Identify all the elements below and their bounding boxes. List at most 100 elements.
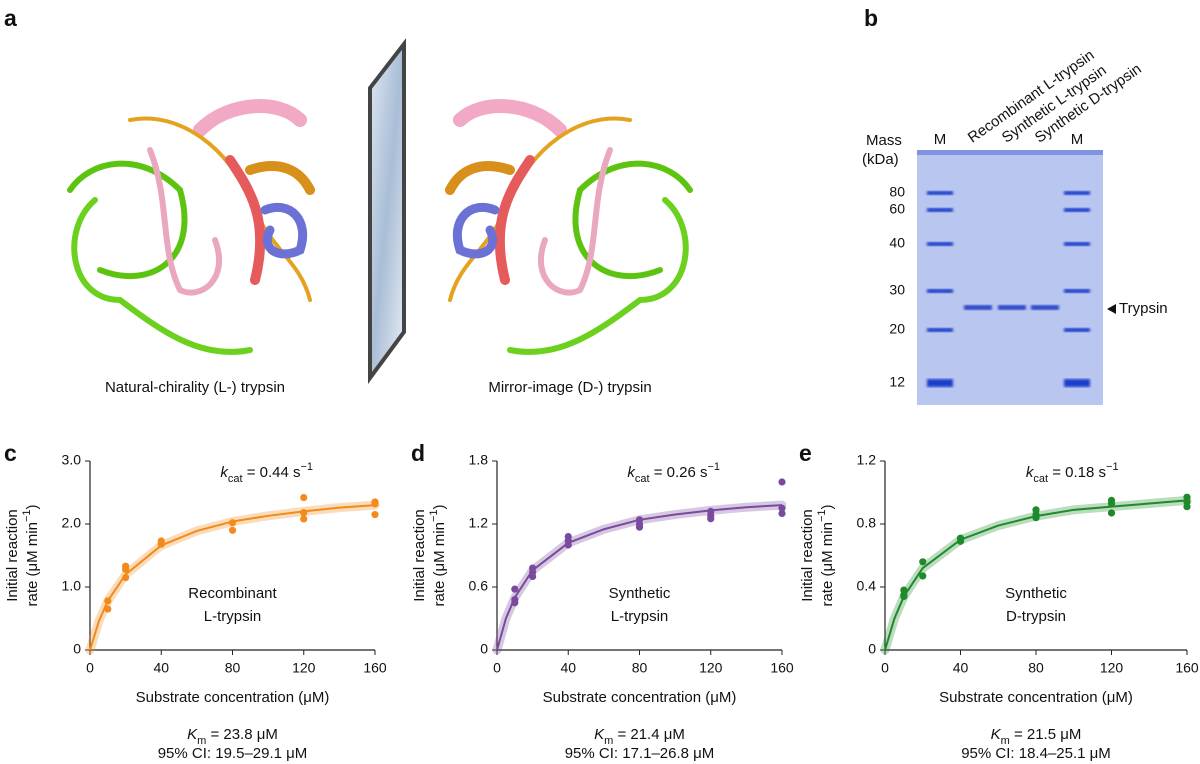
data-point — [511, 599, 519, 607]
data-point — [778, 504, 786, 512]
text-part: = 0.44 s — [243, 464, 301, 481]
sample-label: L-trypsin — [611, 608, 669, 625]
text-part: cat — [228, 473, 243, 485]
text-part: K — [991, 726, 1002, 743]
data-point — [228, 526, 237, 534]
x-tick-label: 0 — [86, 660, 94, 676]
marker-band — [1064, 328, 1090, 332]
text-part: = 0.26 s — [650, 464, 708, 481]
text-part: k — [627, 464, 636, 481]
text-part: rate (μM min — [431, 522, 448, 607]
kcat: kcat = 0.18 s−1 — [1026, 461, 1119, 485]
data-point — [529, 572, 537, 581]
x-tick-label: 120 — [1100, 660, 1124, 676]
x-tick-label: 0 — [493, 660, 501, 676]
arrow — [1107, 304, 1116, 314]
y-tick-label: 0.8 — [857, 515, 877, 531]
y-tick-label: 0.4 — [857, 578, 877, 594]
text-part: m — [1001, 735, 1010, 747]
caption: Natural-chirality (L-) trypsin — [105, 379, 285, 396]
panel-label: a — [4, 5, 17, 31]
caption: Mirror-image (D-) trypsin — [488, 379, 651, 396]
y-tick-label: 0 — [868, 641, 876, 657]
axis-title: Mass — [866, 132, 902, 149]
text-part: −1 — [301, 461, 314, 473]
data-point — [919, 558, 927, 566]
sample-label: Synthetic — [1005, 585, 1067, 602]
marker-band — [1064, 289, 1090, 293]
text-part: = 21.4 μM — [613, 726, 685, 743]
sample-label: L-trypsin — [204, 608, 262, 625]
text-part: = 0.18 s — [1048, 464, 1106, 481]
x-tick-label: 120 — [699, 660, 723, 676]
text-part: −1 — [21, 509, 33, 522]
data-point — [300, 509, 308, 517]
data-point — [300, 515, 308, 523]
marker-band — [1064, 191, 1090, 195]
data-point — [300, 493, 308, 502]
kcat: kcat = 0.44 s−1 — [220, 461, 313, 485]
marker-band — [1064, 242, 1090, 246]
km: Km = 21.4 μM — [594, 726, 685, 747]
x-tick-label: 80 — [632, 660, 648, 676]
x-axis-label: Substrate concentration (μM) — [543, 689, 737, 706]
protein-right — [445, 99, 693, 355]
text-part: ) — [819, 504, 836, 509]
data-point — [371, 510, 379, 519]
data-point — [1107, 499, 1116, 508]
y-axis-label: rate (μM min−1) — [816, 504, 836, 606]
data-point — [635, 523, 644, 531]
data-point — [919, 572, 927, 580]
text-part: cat — [635, 473, 650, 485]
band-label: Trypsin — [1119, 300, 1168, 317]
y-axis-label: Initial reaction — [799, 509, 816, 602]
data-point — [122, 573, 130, 582]
data-point — [371, 500, 379, 508]
y-axis-label: rate (μM min−1) — [21, 504, 41, 606]
axis-title: (kDa) — [862, 151, 899, 168]
km: Km = 23.8 μM — [187, 726, 278, 747]
x-tick-label: 160 — [363, 660, 387, 676]
x-tick-label: 160 — [1175, 660, 1199, 676]
trypsin-band — [998, 305, 1026, 310]
mass-label: 60 — [889, 201, 905, 217]
data-point — [104, 597, 112, 605]
panel-label: e — [799, 440, 812, 466]
ci: 95% CI: 18.4–25.1 μM — [961, 745, 1111, 762]
y-axis-label: Initial reaction — [411, 509, 428, 602]
x-axis-label: Substrate concentration (μM) — [939, 689, 1133, 706]
x-tick-label: 80 — [225, 660, 241, 676]
text-part: = 21.5 μM — [1010, 726, 1082, 743]
gel — [917, 150, 1103, 405]
data-point — [707, 515, 715, 523]
km: Km = 21.5 μM — [991, 726, 1082, 747]
marker-band — [927, 242, 953, 246]
marker-band — [927, 379, 953, 387]
text-part: k — [220, 464, 229, 481]
text-part: m — [197, 735, 206, 747]
text-part: K — [594, 726, 605, 743]
y-tick-label: 2.0 — [62, 515, 82, 531]
x-tick-label: 160 — [770, 660, 794, 676]
text-part: K — [187, 726, 198, 743]
y-tick-label: 1.2 — [857, 452, 877, 468]
x-tick-label: 40 — [153, 660, 169, 676]
data-point — [956, 537, 965, 545]
text-part: rate (μM min — [24, 522, 41, 607]
data-point — [157, 540, 165, 548]
text-part: m — [604, 735, 613, 747]
x-tick-label: 40 — [953, 660, 969, 676]
x-tick-label: 80 — [1028, 660, 1044, 676]
data-point — [104, 605, 112, 613]
y-tick-label: 0.6 — [469, 578, 489, 594]
ci: 95% CI: 19.5–29.1 μM — [158, 745, 308, 762]
data-point — [1183, 503, 1191, 511]
fit-curve — [884, 499, 1188, 651]
mass-label: 40 — [889, 235, 905, 251]
y-tick-label: 1.0 — [62, 578, 82, 594]
panel-label: c — [4, 440, 17, 466]
y-axis-label: Initial reaction — [4, 509, 21, 602]
panel-label: d — [411, 440, 425, 466]
x-tick-label: 0 — [881, 660, 889, 676]
